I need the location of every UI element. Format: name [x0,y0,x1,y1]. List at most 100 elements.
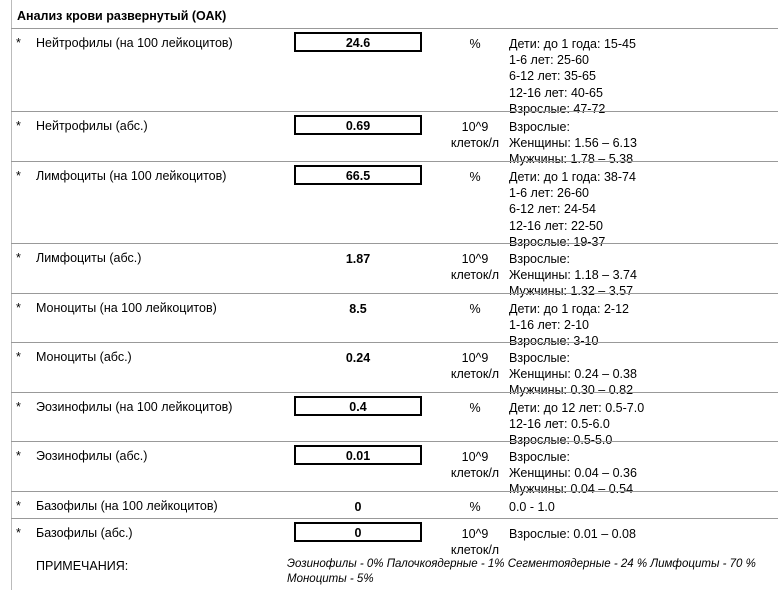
reference-range: Взрослые: Женщины: 0.24 – 0.38 Мужчины: 0.… [509,350,637,399]
unit: % [447,400,503,416]
reference-line: Женщины: 1.56 – 6.13 [509,136,637,151]
reference-range: Дети: до 1 года: 15-45 1-6 лет: 25-60 6-12… [509,36,636,117]
reference-range: Дети: до 12 лет: 0.5-7.0 12-16 лет: 0.5-6… [509,400,644,449]
reference-line: Мужчины: 1.78 – 5.38 [509,152,634,167]
reference-range: Взрослые: Женщины: 1.18 – 3.74 Мужчины: 1.… [509,251,637,300]
unit: 10^9 клеток/л [447,119,503,151]
row-divider [11,161,778,162]
row-marker: * [16,350,21,364]
reference-line: 1-6 лет: 26-60 [509,186,590,201]
test-name: Нейтрофилы (на 100 лейкоцитов) [36,36,233,50]
reference-line: Взрослые: 47-72 [509,101,606,116]
row-divider [11,293,778,294]
row-divider [11,518,778,519]
result-value-flagged: 24.6 [294,32,422,52]
result-value: 8.5 [349,302,367,316]
unit-line: % [469,37,481,51]
unit-line: клеток/л [450,136,500,150]
test-name: Эозинофилы (на 100 лейкоцитов) [36,400,233,414]
test-name: Моноциты (абс.) [36,350,132,364]
reference-range: Взрослые: 0.01 – 0.08 [509,526,636,542]
unit-line: % [469,302,481,316]
unit-line: 10^9 [461,252,489,266]
unit-line: % [469,401,481,415]
unit: % [447,169,503,185]
reference-range: Взрослые: Женщины: 1.56 – 6.13 Мужчины: 1.… [509,119,637,168]
unit: 10^9 клеток/л [447,449,503,481]
unit-line: клеток/л [450,466,500,480]
row-marker: * [16,301,21,315]
notes-text: Эозинофилы - 0% Палочкоядерные - 1% Сегм… [287,558,756,585]
reference-range: Дети: до 1 года: 38-74 1-6 лет: 26-60 6-12… [509,169,636,250]
result-value-flagged: 0.69 [294,115,422,135]
reference-line: 12-16 лет: 22-50 [509,218,603,233]
reference-line: 12-16 лет: 0.5-6.0 [509,417,610,432]
row-divider [11,392,778,393]
reference-range: Взрослые: Женщины: 0.04 – 0.36 Мужчины: 0.… [509,449,637,498]
unit-line: % [469,500,481,514]
reference-line: 1-16 лет: 2-10 [509,318,590,333]
test-name: Базофилы (на 100 лейкоцитов) [36,499,218,513]
unit-line: % [469,170,481,184]
reference-line: Дети: до 1 года: 38-74 [509,170,636,184]
test-name: Лимфоциты (на 100 лейкоцитов) [36,169,227,183]
unit-line: 10^9 [461,120,489,134]
row-divider [11,111,778,112]
test-name: Базофилы (абс.) [36,526,133,540]
result-value: 0 [354,500,362,514]
reference-line: Дети: до 12 лет: 0.5-7.0 [509,401,645,415]
reference-line: Женщины: 1.18 – 3.74 [509,268,637,283]
unit: 10^9 клеток/л [447,251,503,283]
result-value: 1.87 [345,252,371,266]
left-border-line [11,0,12,590]
reference-line: Взрослые: [509,450,570,464]
row-marker: * [16,169,21,183]
test-name: Эозинофилы (абс.) [36,449,148,463]
reference-line: Взрослые: 0.01 – 0.08 [509,527,636,541]
row-marker: * [16,119,21,133]
test-name: Лимфоциты (абс.) [36,251,142,265]
unit-line: клеток/л [450,367,500,381]
unit-line: клеток/л [450,268,500,282]
result-value: 0.24 [345,351,371,365]
unit: 10^9 клеток/л [447,350,503,382]
unit-line: 10^9 [461,527,489,541]
test-name: Нейтрофилы (абс.) [36,119,148,133]
reference-line: 1-6 лет: 25-60 [509,53,590,68]
row-marker: * [16,251,21,265]
reference-line: 12-16 лет: 40-65 [509,85,603,100]
unit-line: 10^9 [461,351,489,365]
row-marker: * [16,526,21,540]
reference-line: Взрослые: [509,252,570,266]
reference-line: Мужчины: 0.04 – 0.54 [509,482,634,497]
result-value-flagged: 0 [294,522,422,542]
reference-line: 0.0 - 1.0 [509,500,555,514]
reference-line: Дети: до 1 года: 15-45 [509,37,636,51]
result-value-flagged: 66.5 [294,165,422,185]
reference-line: Мужчины: 0.30 – 0.82 [509,383,634,398]
reference-line: Взрослые: 0.5-5.0 [509,433,613,448]
row-divider [11,491,778,492]
reference-line: Взрослые: [509,120,570,134]
reference-line: Женщины: 0.04 – 0.36 [509,466,637,481]
row-divider [11,342,778,343]
unit-line: 10^9 [461,450,489,464]
test-name: Моноциты (на 100 лейкоцитов) [36,301,217,315]
section-title: Анализ крови развернутый (ОАК) [17,9,227,23]
notes-label: ПРИМЕЧАНИЯ: [36,559,129,573]
reference-range: 0.0 - 1.0 [509,499,555,515]
reference-line: Взрослые: 3-10 [509,334,599,349]
result-value-flagged: 0.01 [294,445,422,465]
row-marker: * [16,36,21,50]
unit: % [447,499,503,515]
reference-line: Взрослые: 19-37 [509,234,606,249]
result-value-flagged: 0.4 [294,396,422,416]
reference-line: Взрослые: [509,351,570,365]
reference-line: 6-12 лет: 24-54 [509,202,596,217]
row-divider [11,441,778,442]
row-marker: * [16,400,21,414]
reference-line: Женщины: 0.24 – 0.38 [509,367,637,382]
unit-line: клеток/л [450,543,500,557]
reference-line: Дети: до 1 года: 2-12 [509,302,629,316]
